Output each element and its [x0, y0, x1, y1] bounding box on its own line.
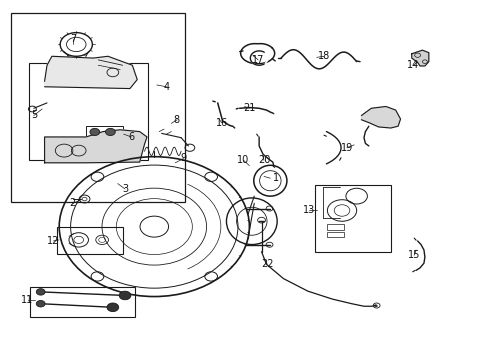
- Text: 21: 21: [243, 103, 255, 113]
- Text: 2: 2: [70, 198, 76, 208]
- Text: 9: 9: [180, 153, 186, 163]
- Text: 13: 13: [302, 206, 314, 216]
- Text: 3: 3: [122, 184, 128, 194]
- Text: 16: 16: [215, 118, 227, 128]
- Text: 1: 1: [273, 173, 279, 183]
- Polygon shape: [361, 107, 400, 128]
- Text: 22: 22: [261, 259, 273, 269]
- Circle shape: [107, 303, 119, 312]
- Polygon shape: [44, 56, 137, 89]
- Text: 12: 12: [47, 236, 60, 246]
- Text: 15: 15: [407, 250, 420, 260]
- Text: 6: 6: [128, 132, 134, 142]
- Text: 4: 4: [163, 82, 169, 93]
- Text: 10: 10: [236, 155, 249, 165]
- Text: 5: 5: [31, 111, 37, 121]
- Circle shape: [105, 129, 115, 135]
- Text: 20: 20: [257, 155, 270, 165]
- Text: 18: 18: [317, 51, 329, 61]
- Circle shape: [119, 291, 131, 300]
- Text: 7: 7: [70, 34, 76, 44]
- Circle shape: [36, 289, 45, 295]
- Text: 17: 17: [251, 55, 264, 65]
- Text: 14: 14: [406, 60, 418, 70]
- Text: 11: 11: [21, 295, 34, 305]
- Polygon shape: [44, 130, 147, 163]
- Polygon shape: [411, 50, 428, 66]
- Circle shape: [90, 129, 100, 135]
- Circle shape: [36, 301, 45, 307]
- Text: 8: 8: [173, 115, 179, 125]
- Text: 19: 19: [340, 143, 352, 153]
